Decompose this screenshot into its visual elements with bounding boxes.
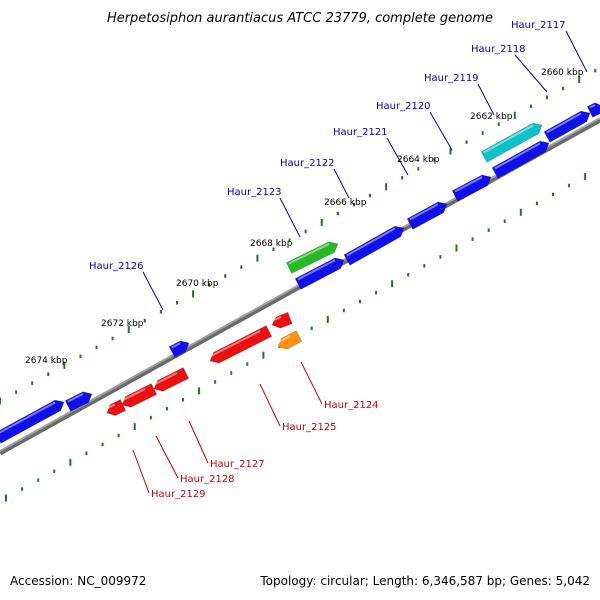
- leader-line: [300, 361, 323, 405]
- gene-haur-2127-arrow[interactable]: [153, 367, 190, 392]
- gene-haur-2121-arrow[interactable]: [343, 225, 405, 266]
- gene-haur-2129-arrow[interactable]: [106, 399, 127, 416]
- gene-label-haur-2117[interactable]: Haur_2117: [511, 20, 566, 31]
- leader-line: [477, 83, 495, 116]
- gene-label-haur-2122[interactable]: Haur_2122: [280, 158, 335, 169]
- gene-label-haur-2121[interactable]: Haur_2121: [333, 127, 388, 138]
- gene-haur-2124-arrow[interactable]: [277, 330, 303, 350]
- gene-haur-2125-arrow[interactable]: [209, 325, 273, 364]
- gene-haur-2118-arrow[interactable]: [491, 140, 550, 179]
- gene-haur-2123-arrow[interactable]: [285, 241, 339, 274]
- tick-track-bottom: [5, 173, 587, 502]
- scale-label-2668: 2668 kbp: [250, 239, 293, 249]
- map-title: Herpetosiphon aurantiacus ATCC 23779, co…: [107, 11, 493, 26]
- gene-forward-2[interactable]: [64, 391, 93, 412]
- gene-label-haur-2128[interactable]: Haur_2128: [180, 474, 235, 485]
- gene-red-small[interactable]: [271, 312, 293, 329]
- leader-line: [279, 197, 301, 238]
- gene-label-haur-2120[interactable]: Haur_2120: [376, 101, 431, 112]
- leader-line: [333, 168, 350, 199]
- leader-line: [155, 435, 179, 479]
- scale-label-2672: 2672 kbp: [101, 319, 144, 329]
- scale-label-2660: 2660 kbp: [541, 68, 584, 78]
- gene-haur-2120-arrow[interactable]: [406, 201, 448, 230]
- gene-forward-1[interactable]: [0, 399, 65, 444]
- gene-label-haur-2129[interactable]: Haur_2129: [151, 489, 206, 500]
- leader-line: [429, 111, 453, 151]
- gene-label-haur-2118[interactable]: Haur_2118: [471, 44, 526, 55]
- gene-track: [0, 102, 600, 444]
- scale-label-2666: 2666 kbp: [324, 198, 367, 208]
- gene-label-haur-2124[interactable]: Haur_2124: [324, 400, 379, 411]
- scale-label-2664: 2664 kbp: [397, 155, 440, 165]
- gene-haur-2122-arrow[interactable]: [294, 257, 345, 290]
- leader-line: [188, 420, 209, 464]
- leader-line: [259, 383, 281, 427]
- leader-line: [132, 449, 150, 494]
- gene-haur-2119-arrow[interactable]: [451, 174, 492, 202]
- accession-text: Accession: NC_009972: [10, 574, 146, 588]
- leader-line: [514, 54, 548, 93]
- gene-label-haur-2125[interactable]: Haur_2125: [282, 422, 337, 433]
- leader-line: [386, 137, 409, 176]
- gene-label-haur-2123[interactable]: Haur_2123: [227, 187, 282, 198]
- tick-track-top: [0, 68, 597, 405]
- leader-line: [142, 271, 164, 311]
- label-leader-lines: [132, 30, 588, 494]
- gene-haur-2118-highlight[interactable]: [480, 122, 543, 163]
- gene-edge-arrow[interactable]: [586, 102, 600, 118]
- gene-label-haur-2127[interactable]: Haur_2127: [210, 459, 265, 470]
- scale-label-2674: 2674 kbp: [25, 356, 68, 366]
- scale-label-2662: 2662 kbp: [470, 112, 513, 122]
- gene-haur-2128-arrow[interactable]: [121, 383, 158, 408]
- scale-label-2670: 2670 kbp: [176, 279, 219, 289]
- gene-label-haur-2126[interactable]: Haur_2126: [89, 261, 144, 272]
- gene-label-haur-2119[interactable]: Haur_2119: [424, 73, 479, 84]
- genome-summary-text: Topology: circular; Length: 6,346,587 bp…: [259, 574, 590, 588]
- gene-haur-2126-arrow[interactable]: [168, 340, 190, 358]
- leader-line: [565, 30, 588, 73]
- gene-haur-2117-arrow[interactable]: [543, 110, 591, 143]
